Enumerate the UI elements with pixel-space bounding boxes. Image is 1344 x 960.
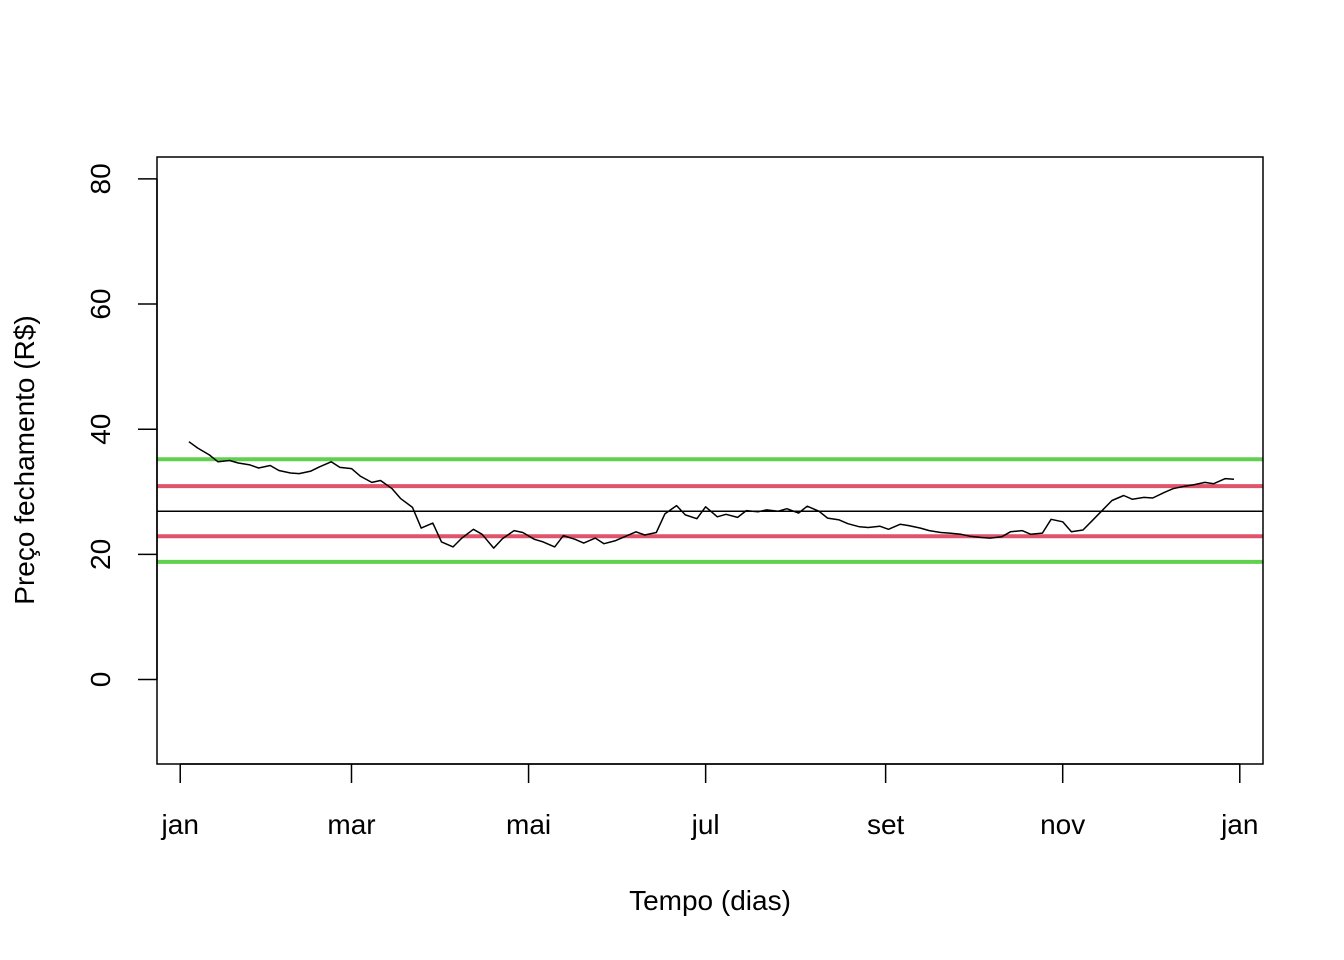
x-tick-label-2: mai [506,809,551,840]
x-tick-label-6: jan [1220,809,1258,840]
y-axis-title: Preço fechamento (R$) [9,315,40,604]
x-tick-label-3: jul [691,809,720,840]
x-tick-label-4: set [867,809,905,840]
reference-lines [157,457,1263,564]
y-tick-label-0: 0 [85,672,116,688]
x-axis: jan mar mai jul set nov jan [161,763,1258,840]
y-tick-label-2: 40 [85,414,116,445]
x-tick-label-1: mar [327,809,375,840]
series-group [188,441,1235,549]
y-tick-label-1: 20 [85,539,116,570]
y-tick-label-3: 60 [85,289,116,320]
price-line-series-0 [188,441,1235,549]
x-tick-label-5: nov [1040,809,1085,840]
y-axis: 0 20 40 60 80 [85,163,158,688]
y-tick-label-4: 80 [85,163,116,194]
x-axis-title: Tempo (dias) [629,885,791,916]
x-tick-label-0: jan [161,809,199,840]
